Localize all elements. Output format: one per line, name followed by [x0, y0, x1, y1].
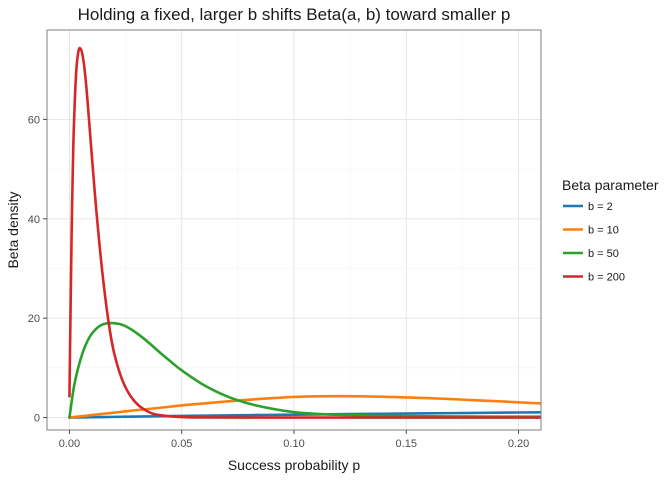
- legend: Beta parameter b = 2 b = 10 b = 50 b = 200: [562, 177, 659, 284]
- legend-items: b = 2 b = 10 b = 50 b = 200: [563, 201, 625, 284]
- x-tick-label: 0.15: [396, 438, 417, 450]
- plot-panel: [46, 29, 542, 431]
- y-tick-label: 0: [34, 413, 40, 425]
- series-line-b-2: [68, 411, 541, 419]
- x-tick-label: 0.20: [508, 438, 529, 450]
- y-axis-title: Beta density: [5, 191, 21, 268]
- x-axis: 0.00 0.05 0.10 0.15 0.20: [59, 430, 529, 450]
- x-tick-label: 0.05: [171, 438, 192, 450]
- legend-label: b = 10: [588, 225, 619, 237]
- legend-title: Beta parameter: [562, 177, 659, 193]
- series-layer: [68, 46, 541, 419]
- legend-label: b = 2: [588, 201, 613, 213]
- grid-lines: [47, 30, 541, 430]
- chart-title: Holding a fixed, larger b shifts Beta(a,…: [78, 5, 511, 24]
- x-tick-label: 0.00: [59, 438, 80, 450]
- legend-label: b = 50: [588, 248, 619, 260]
- legend-label: b = 200: [588, 272, 625, 284]
- series-line-b-50: [68, 321, 541, 419]
- x-tick-label: 0.10: [283, 438, 304, 450]
- x-axis-title: Success probability p: [228, 457, 361, 473]
- series-line-b-10: [68, 394, 541, 419]
- y-tick-label: 60: [28, 114, 40, 126]
- y-tick-label: 40: [28, 214, 40, 226]
- y-axis: 0 20 40 60: [28, 114, 47, 425]
- y-tick-label: 20: [28, 313, 40, 325]
- series-line-b-200: [68, 46, 541, 419]
